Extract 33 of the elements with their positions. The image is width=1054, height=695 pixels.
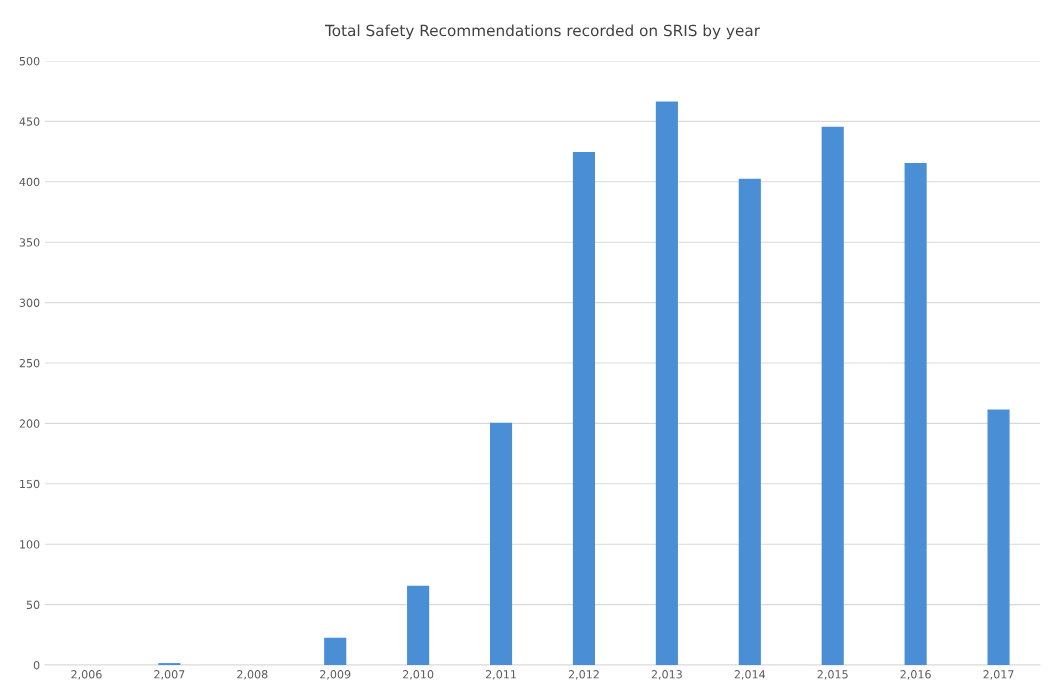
x-tick-label: 2,009: [320, 670, 351, 680]
bar: [324, 637, 347, 665]
bar: [738, 178, 761, 665]
y-tick-label: 400: [19, 177, 40, 187]
bar: [655, 101, 678, 665]
y-tick-label: 100: [20, 540, 40, 549]
x-tick-label: 2,016: [900, 670, 931, 680]
y-tick-label: 250: [19, 358, 40, 368]
y-tick-label: 150: [20, 479, 40, 489]
y-tick-label: 500: [19, 56, 40, 66]
chart-title: Total Safety Recommendations recorded on SRIS by year: [324, 24, 760, 40]
y-tick-label: 450: [19, 117, 40, 126]
x-tick-label: 2,012: [568, 670, 599, 680]
x-tick-label: 2,008: [237, 670, 268, 680]
x-tick-label: 2,010: [403, 670, 434, 680]
y-tick-label: 200: [19, 419, 40, 428]
x-tick-label: 2,017: [983, 670, 1014, 680]
x-tick-label: 2,011: [485, 670, 516, 680]
bar: [407, 585, 430, 665]
x-tick-label: 2,015: [817, 670, 848, 680]
x-tick-label: 2,007: [154, 670, 185, 680]
x-tick-label: 2,014: [734, 670, 766, 680]
x-tick-label: 2,013: [651, 670, 682, 680]
bar: [821, 126, 844, 665]
x-tick-label: 2,006: [71, 670, 102, 680]
bar: [572, 152, 596, 665]
y-tick-label: 50: [26, 600, 40, 609]
y-tick-label: 0: [33, 660, 40, 670]
bar: [904, 162, 927, 665]
y-tick-label: 350: [19, 238, 40, 247]
bar: [489, 422, 513, 665]
y-tick-label: 300: [19, 298, 40, 307]
bar: [987, 409, 1010, 665]
